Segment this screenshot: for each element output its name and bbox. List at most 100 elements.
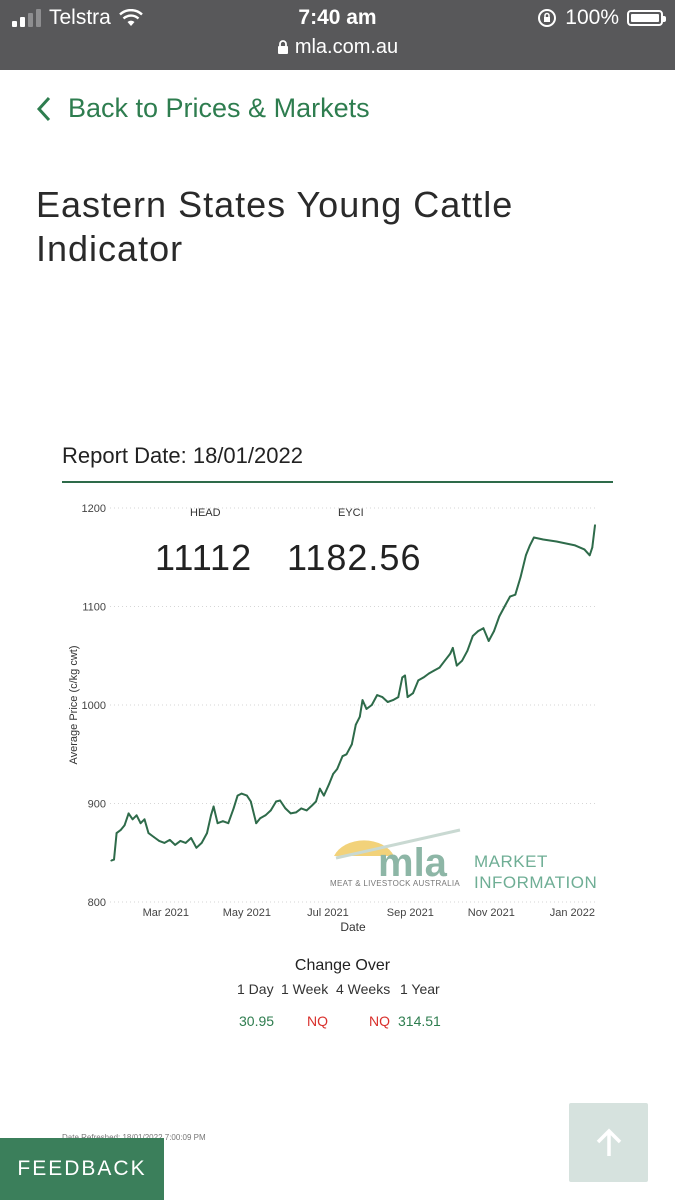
data-point — [255, 822, 258, 825]
data-point — [227, 822, 230, 825]
orientation-lock-icon — [538, 9, 557, 27]
data-point — [365, 708, 368, 710]
y-tick-label: 1100 — [82, 602, 106, 614]
change-1-year: 314.51 — [398, 1013, 441, 1029]
data-point — [438, 666, 441, 669]
data-point — [392, 699, 394, 701]
data-point — [240, 792, 243, 795]
feedback-button[interactable]: FEEDBACK — [0, 1138, 164, 1200]
mla-logo: mla — [334, 828, 461, 885]
report-date: Report Date: 18/01/2022 — [62, 443, 303, 468]
data-point — [449, 652, 452, 655]
back-to-prices-link[interactable]: Back to Prices & Markets — [36, 93, 370, 124]
data-point — [555, 540, 558, 543]
data-point — [401, 676, 404, 679]
information-label: INFORMATION — [474, 873, 598, 892]
data-point — [110, 859, 113, 862]
signal-icon — [12, 9, 41, 27]
lock-icon — [277, 40, 288, 54]
data-point — [591, 546, 594, 549]
data-point — [493, 630, 495, 632]
data-point — [195, 846, 198, 849]
data-point — [509, 595, 511, 598]
x-tick-label: May 2021 — [223, 907, 271, 919]
x-tick-label: Jan 2022 — [550, 907, 595, 919]
address-bar[interactable]: mla.com.au — [0, 36, 675, 59]
url-text: mla.com.au — [294, 36, 399, 58]
arrow-up-icon — [596, 1128, 621, 1156]
data-point — [232, 807, 235, 810]
data-point — [158, 840, 161, 842]
data-point — [361, 699, 364, 701]
data-point — [471, 635, 474, 637]
eyci-series-line — [110, 525, 596, 862]
battery-percent: 100% — [565, 6, 619, 29]
data-point — [503, 605, 506, 608]
data-point — [406, 696, 409, 698]
data-point — [422, 676, 425, 679]
x-tick-label: Nov 2021 — [468, 907, 515, 919]
data-point — [212, 805, 215, 808]
data-point — [594, 524, 596, 527]
data-point — [433, 669, 436, 672]
mla-tagline: MEAT & LIVESTOCK AUSTRALIA — [330, 879, 461, 888]
data-point — [583, 548, 586, 551]
data-point — [131, 818, 134, 821]
market-label: MARKET — [474, 852, 548, 871]
data-point — [246, 794, 248, 797]
carrier-group: Telstra — [12, 6, 143, 30]
data-point — [381, 696, 384, 698]
battery-icon — [627, 10, 666, 26]
data-point — [574, 544, 576, 547]
data-point — [289, 812, 292, 815]
data-point — [200, 842, 203, 844]
y-tick-label: 1200 — [82, 503, 106, 515]
change-over-title: Change Over — [294, 957, 391, 974]
battery-group: 100% — [537, 6, 666, 30]
data-point — [345, 753, 348, 756]
data-point — [210, 814, 212, 817]
data-point — [350, 743, 353, 746]
data-point — [443, 659, 446, 662]
data-point — [542, 538, 545, 541]
data-point — [451, 647, 454, 649]
divider — [62, 481, 613, 483]
change-1-week: NQ — [307, 1013, 328, 1029]
carrier-name: Telstra — [49, 6, 111, 29]
data-point — [174, 844, 176, 846]
data-point — [417, 679, 420, 682]
period-1-year: 1 Year — [400, 981, 440, 997]
data-point — [123, 824, 126, 827]
data-point — [386, 701, 389, 703]
wifi-icon — [119, 9, 143, 26]
data-point — [519, 576, 522, 578]
y-tick-label: 800 — [88, 897, 106, 909]
data-point — [216, 822, 219, 825]
data-point — [179, 840, 182, 842]
data-point — [533, 536, 535, 539]
data-point — [295, 811, 297, 814]
data-point — [341, 755, 344, 758]
data-point — [370, 704, 373, 706]
data-point — [284, 807, 287, 810]
status-bar: Telstra 7:40 am 100% mla.com.au — [0, 0, 675, 70]
data-point — [115, 832, 118, 834]
back-to-top-button[interactable] — [569, 1103, 648, 1182]
head-value: 11112 — [155, 537, 253, 578]
data-point — [498, 615, 501, 618]
data-point — [139, 822, 142, 825]
data-point — [249, 800, 252, 803]
date-refreshed: Date Refreshed: 18/01/2022 7:00:09 PM — [62, 1133, 206, 1142]
data-point — [455, 664, 458, 667]
period-4-weeks: 4 Weeks — [336, 981, 391, 997]
mla-brand-text: mla — [378, 841, 448, 885]
data-point — [311, 804, 313, 807]
eyci-value: 1182.56 — [287, 537, 422, 578]
data-point — [264, 814, 267, 817]
data-point — [328, 782, 331, 785]
data-point — [315, 800, 317, 803]
y-tick-label: 1000 — [82, 700, 106, 712]
x-tick-label: Mar 2021 — [143, 907, 189, 919]
data-point — [275, 800, 277, 803]
data-point — [477, 630, 479, 632]
